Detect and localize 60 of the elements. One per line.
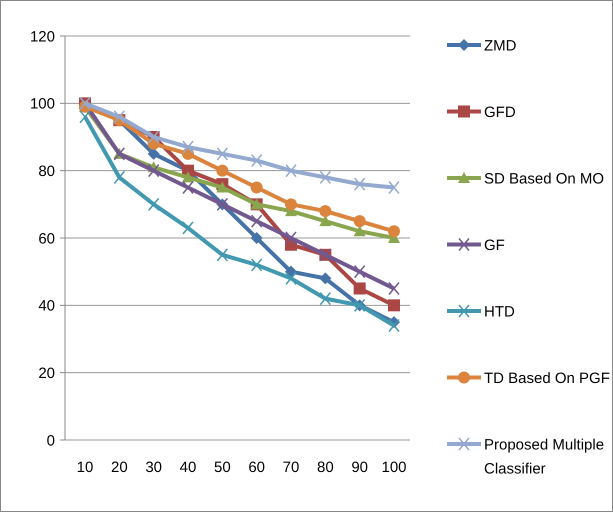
x-tick-label: 80 bbox=[316, 459, 334, 476]
y-tick-label: 40 bbox=[38, 298, 55, 315]
y-tick-label: 100 bbox=[30, 96, 55, 113]
legend-label: SD Based On MO bbox=[484, 170, 604, 188]
point bbox=[250, 232, 263, 244]
point bbox=[250, 258, 262, 272]
point bbox=[354, 264, 366, 278]
point bbox=[319, 205, 332, 218]
y-tick-label: 60 bbox=[38, 230, 55, 248]
point bbox=[320, 292, 332, 306]
x-tick-label: 30 bbox=[145, 459, 162, 476]
point bbox=[388, 318, 400, 332]
x-tick-label: 90 bbox=[351, 459, 368, 476]
y-tick-label: 20 bbox=[38, 364, 55, 382]
y-tick-label: 120 bbox=[30, 28, 55, 46]
point bbox=[182, 221, 194, 235]
point bbox=[354, 177, 366, 191]
point bbox=[216, 248, 228, 262]
point bbox=[148, 198, 160, 212]
legend-label: TD Based On PGF bbox=[484, 370, 610, 387]
point bbox=[250, 214, 262, 228]
x-tick-label: 20 bbox=[110, 459, 128, 476]
x-tick-label: 10 bbox=[76, 459, 94, 476]
point bbox=[216, 147, 228, 161]
x-tick-label: 50 bbox=[214, 459, 231, 476]
point bbox=[388, 282, 400, 296]
point bbox=[320, 170, 332, 184]
point bbox=[388, 225, 400, 238]
point bbox=[114, 170, 126, 184]
point bbox=[388, 299, 400, 312]
point bbox=[319, 272, 332, 284]
point bbox=[354, 282, 366, 294]
point bbox=[182, 180, 194, 194]
point bbox=[285, 164, 297, 178]
point bbox=[285, 272, 297, 286]
point bbox=[216, 164, 228, 177]
legend-label: HTD bbox=[484, 303, 515, 320]
legend-label: Proposed Multiple Classifier bbox=[484, 436, 604, 478]
legend-label: GFD bbox=[484, 104, 516, 121]
legend-label: GF bbox=[484, 236, 505, 254]
point bbox=[388, 180, 400, 194]
point bbox=[285, 198, 297, 210]
point bbox=[79, 110, 91, 124]
legend-label: ZMD bbox=[484, 37, 517, 54]
point bbox=[148, 164, 160, 178]
point bbox=[250, 182, 263, 194]
point bbox=[250, 154, 262, 168]
x-tick-label: 60 bbox=[248, 459, 266, 476]
y-tick-label: 0 bbox=[46, 432, 55, 450]
point bbox=[182, 171, 194, 182]
x-tick-label: 70 bbox=[282, 459, 300, 476]
point bbox=[114, 110, 126, 124]
point bbox=[285, 231, 297, 245]
point bbox=[319, 215, 332, 226]
x-tick-label: 40 bbox=[180, 459, 196, 476]
y-tick-label: 80 bbox=[38, 162, 55, 180]
point bbox=[354, 215, 366, 228]
x-tick-label: 100 bbox=[381, 459, 407, 476]
point bbox=[182, 140, 194, 154]
point bbox=[216, 182, 228, 192]
